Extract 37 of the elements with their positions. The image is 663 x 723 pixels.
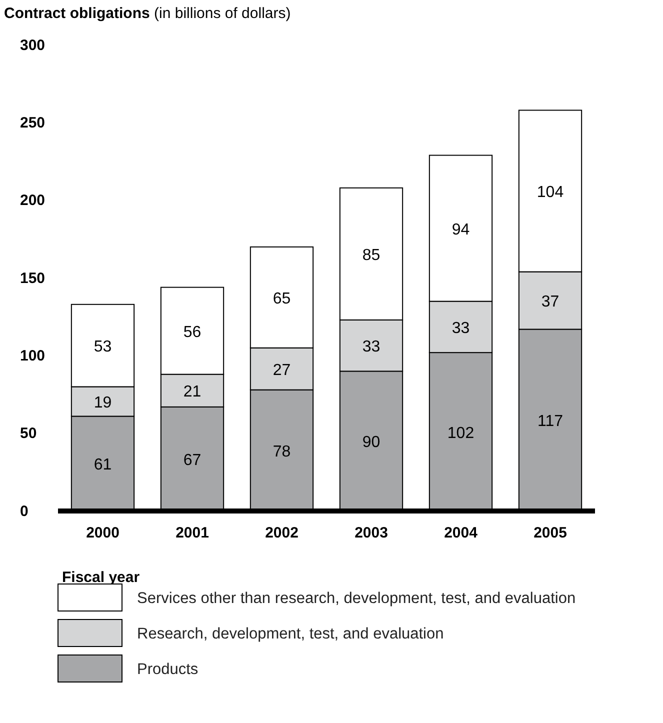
- x-tick-label: 2001: [176, 524, 209, 542]
- data-label: 90: [362, 434, 380, 452]
- y-tick-label: 0: [20, 502, 28, 520]
- y-tick-label: 150: [20, 270, 46, 287]
- x-tick-label: 2005: [534, 524, 567, 542]
- y-tick-label: 300: [20, 36, 46, 54]
- data-label: 85: [362, 246, 380, 264]
- data-label: 33: [452, 320, 470, 337]
- y-tick-label: 50: [20, 425, 37, 442]
- x-tick-label: 2002: [265, 524, 298, 542]
- chart-subtitle: (in billions of dollars): [150, 5, 291, 22]
- data-label: 61: [94, 456, 112, 474]
- x-axis-title: Fiscal year: [62, 569, 140, 586]
- data-label: 19: [94, 394, 112, 412]
- y-tick-label: 100: [20, 347, 46, 364]
- x-tick-label: 2003: [354, 524, 388, 542]
- y-tick-label: 200: [20, 192, 46, 210]
- data-label: 33: [362, 338, 380, 356]
- data-label: 94: [452, 221, 470, 238]
- data-label: 78: [272, 443, 291, 460]
- data-label: 117: [537, 413, 564, 430]
- data-label: 67: [183, 452, 202, 469]
- data-label: 65: [272, 290, 291, 308]
- legend-label: Services other than research, development, test, and evaluation: [137, 590, 576, 607]
- legend-label: Products: [137, 661, 198, 678]
- chart-title: Contract obligations: [4, 5, 150, 22]
- y-tick-label: 250: [20, 114, 46, 132]
- x-tick-label: 2000: [86, 524, 120, 542]
- data-label: 53: [94, 338, 112, 356]
- data-label: 27: [272, 362, 291, 379]
- data-label: 21: [183, 384, 202, 401]
- data-label: 104: [536, 184, 564, 202]
- data-label: 37: [541, 294, 560, 311]
- data-label: 102: [447, 424, 474, 442]
- x-tick-label: 2004: [444, 524, 478, 542]
- legend-label: Research, development, test, and evaluation: [137, 626, 444, 642]
- data-label: 56: [183, 324, 202, 341]
